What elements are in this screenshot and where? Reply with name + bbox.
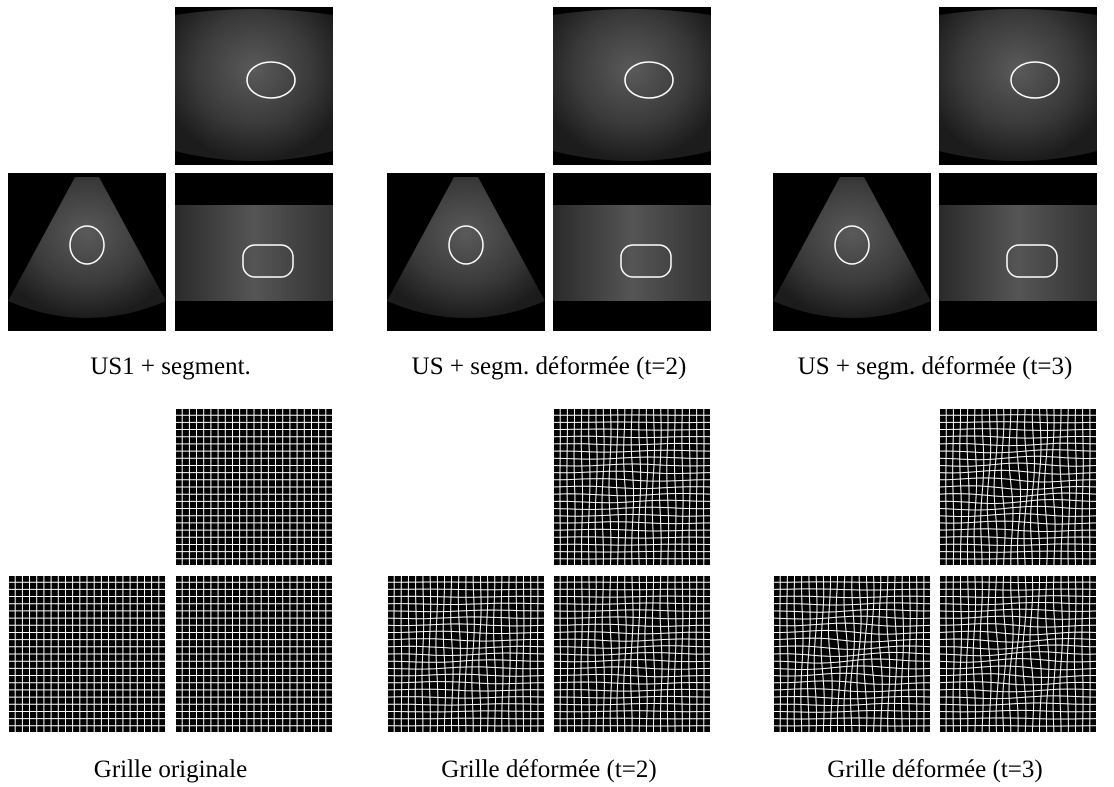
- caption: US1 + segment.: [90, 353, 251, 380]
- grid-line: [1090, 408, 1091, 566]
- caption: Grille originale: [94, 756, 247, 783]
- grid-line: [773, 726, 931, 727]
- ultrasound-fan: [175, 9, 333, 161]
- caption: Grille déformée (t=3): [827, 756, 1042, 783]
- grid-line: [553, 551, 711, 552]
- grid-line: [553, 718, 711, 719]
- caption: Grille déformée (t=2): [441, 756, 656, 783]
- ultrasound-band: [553, 205, 711, 301]
- ultrasound-fan: [939, 9, 1097, 161]
- caption: US + segm. déformée (t=2): [412, 353, 687, 380]
- grid-line: [924, 575, 925, 733]
- grid-line: [1090, 575, 1091, 733]
- caption: US + segm. déformée (t=3): [798, 353, 1073, 380]
- grid-line: [939, 559, 1097, 560]
- grid-line: [696, 408, 697, 566]
- ultrasound-band: [939, 205, 1097, 301]
- ultrasound-fan: [553, 9, 711, 161]
- figure: US1 + segment. Grille originale US + segm.…: [0, 0, 1114, 787]
- grid-line: [939, 726, 1097, 727]
- ultrasound-band: [175, 205, 333, 301]
- grid-line: [696, 575, 697, 733]
